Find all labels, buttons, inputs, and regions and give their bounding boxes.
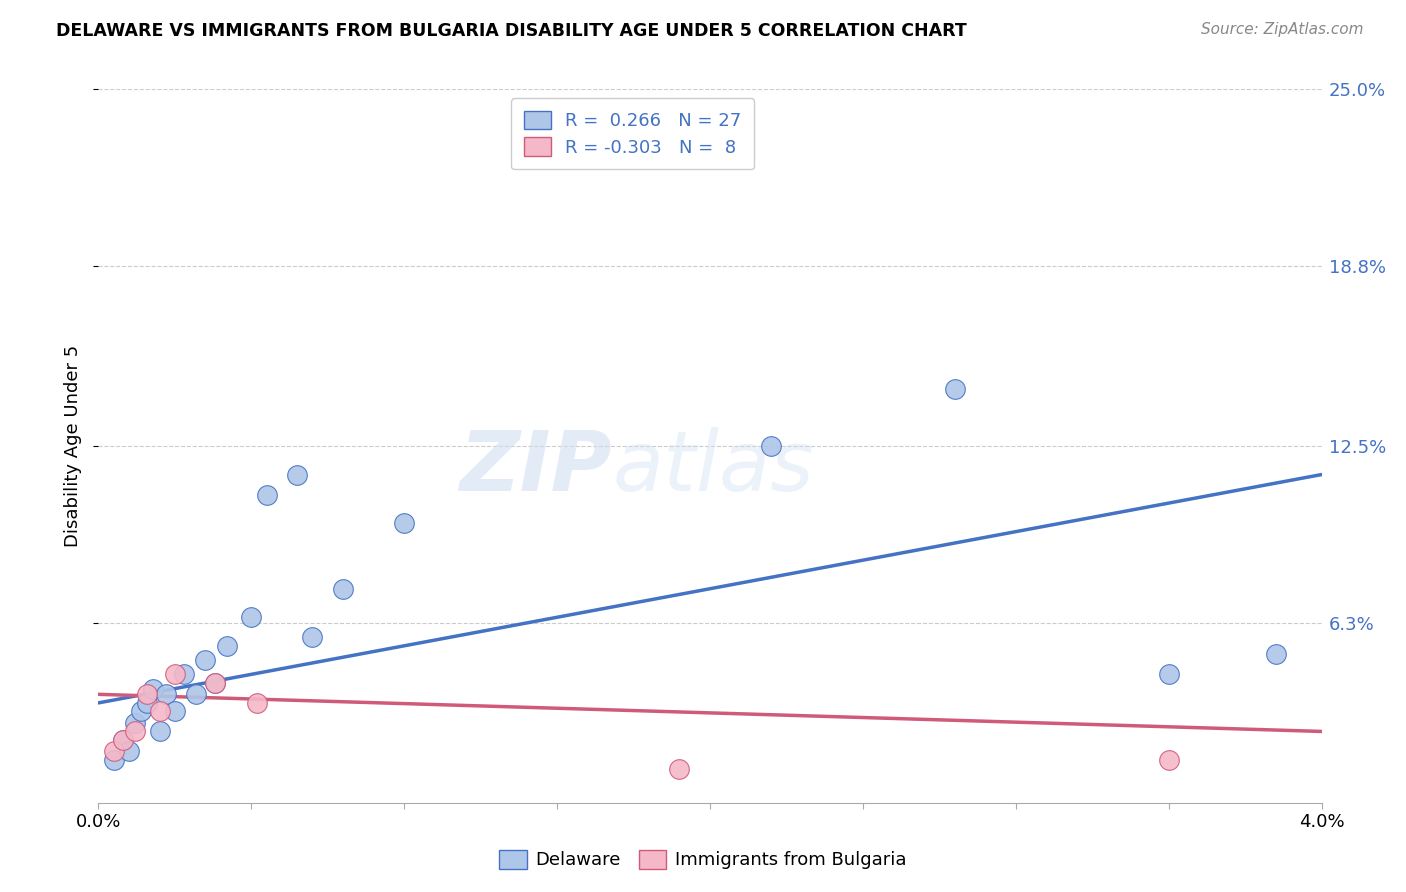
Point	[285, 467, 308, 482]
Point	[204, 676, 226, 690]
Text: atlas: atlas	[612, 427, 814, 508]
Legend: Delaware, Immigrants from Bulgaria: Delaware, Immigrants from Bulgaria	[491, 841, 915, 879]
Y-axis label: Disability Age Under 5: Disability Age Under 5	[65, 345, 83, 547]
Point	[215, 639, 238, 653]
Point	[204, 676, 226, 690]
Point	[142, 681, 165, 696]
Text: Source: ZipAtlas.com: Source: ZipAtlas.com	[1201, 22, 1364, 37]
Point	[155, 687, 177, 701]
Point	[111, 733, 134, 747]
Point	[103, 753, 125, 767]
Point	[149, 724, 172, 739]
Point	[301, 630, 323, 644]
Legend: R =  0.266   N = 27, R = -0.303   N =  8: R = 0.266 N = 27, R = -0.303 N = 8	[512, 98, 754, 169]
Point	[136, 687, 159, 701]
Point	[256, 487, 278, 501]
Point	[118, 744, 141, 758]
Point	[194, 653, 217, 667]
Point	[103, 744, 125, 758]
Point	[332, 582, 354, 596]
Point	[638, 125, 661, 139]
Point	[149, 705, 172, 719]
Text: DELAWARE VS IMMIGRANTS FROM BULGARIA DISABILITY AGE UNDER 5 CORRELATION CHART: DELAWARE VS IMMIGRANTS FROM BULGARIA DIS…	[56, 22, 967, 40]
Point	[1157, 753, 1180, 767]
Point	[124, 715, 146, 730]
Point	[111, 733, 134, 747]
Point	[136, 696, 159, 710]
Point	[1157, 667, 1180, 681]
Point	[1264, 648, 1286, 662]
Point	[129, 705, 152, 719]
Point	[173, 667, 195, 681]
Point	[943, 382, 966, 396]
Point	[546, 105, 568, 120]
Point	[392, 516, 416, 530]
Point	[240, 610, 263, 624]
Text: ZIP: ZIP	[460, 427, 612, 508]
Point	[124, 724, 146, 739]
Point	[668, 762, 690, 776]
Point	[761, 439, 783, 453]
Point	[246, 696, 269, 710]
Point	[163, 667, 186, 681]
Point	[186, 687, 208, 701]
Point	[163, 705, 186, 719]
